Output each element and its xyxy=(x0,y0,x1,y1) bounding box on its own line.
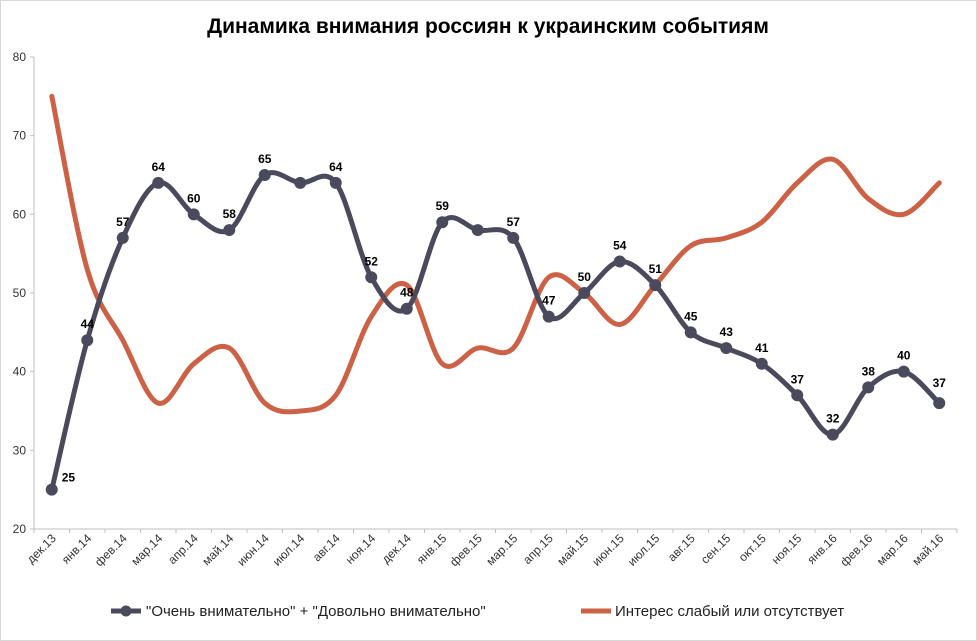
x-tick-label: мар.14 xyxy=(128,531,165,568)
y-tick-label: 60 xyxy=(13,207,27,221)
chart-title: Динамика внимания россиян к украинским с… xyxy=(207,15,769,38)
x-tick-label: мар.15 xyxy=(483,531,520,568)
x-tick-label: мар.16 xyxy=(874,531,911,568)
data-point xyxy=(578,287,591,299)
series-lines xyxy=(49,93,942,493)
legend: "Очень внимательно" + "Довольно внимател… xyxy=(111,603,844,620)
data-point xyxy=(223,224,236,237)
series-line-attention xyxy=(49,170,942,493)
data-point xyxy=(187,208,200,221)
data-label: 58 xyxy=(223,207,237,221)
x-tick-label: фев.15 xyxy=(447,531,485,569)
data-label: 32 xyxy=(826,412,840,426)
data-point xyxy=(826,428,839,441)
data-label: 40 xyxy=(897,349,911,363)
legend-label-attention: "Очень внимательно" + "Довольно внимател… xyxy=(146,603,486,620)
data-point xyxy=(542,310,555,323)
data-label: 54 xyxy=(613,239,627,253)
legend-marker-attention xyxy=(120,605,132,617)
markers xyxy=(45,169,946,496)
data-point xyxy=(436,216,449,229)
x-tick-label: авг.15 xyxy=(665,531,698,564)
data-label: 65 xyxy=(258,152,272,166)
data-label: 41 xyxy=(755,341,769,355)
data-point xyxy=(81,334,94,347)
data-label: 48 xyxy=(400,286,414,300)
data-point xyxy=(684,326,697,339)
x-tick-label: май.16 xyxy=(909,531,946,568)
data-label: 57 xyxy=(507,215,521,229)
x-tick-label: янв.14 xyxy=(59,531,95,567)
data-point xyxy=(471,224,484,237)
data-point xyxy=(720,342,733,355)
data-label: 57 xyxy=(116,215,130,229)
x-tick-label: ноя.15 xyxy=(769,531,805,567)
data-label: 47 xyxy=(542,294,556,308)
x-tick-label: янв.16 xyxy=(804,531,840,567)
x-tick-label: ноя.14 xyxy=(343,531,379,567)
data-label: 64 xyxy=(152,160,166,174)
x-tick-label: дек.13 xyxy=(24,531,59,566)
x-tick-label: сен.15 xyxy=(698,531,734,567)
data-point xyxy=(258,169,271,181)
y-tick-label: 30 xyxy=(13,443,27,457)
series-line-low-interest xyxy=(49,93,942,415)
data-point xyxy=(116,231,129,244)
data-point xyxy=(613,255,626,268)
y-tick-label: 70 xyxy=(13,129,27,143)
data-point xyxy=(507,231,520,244)
x-tick-label: дек.14 xyxy=(379,531,414,566)
data-label: 60 xyxy=(187,191,201,205)
data-point xyxy=(933,397,946,410)
data-point xyxy=(400,302,413,315)
x-tick-label: май.15 xyxy=(554,531,591,568)
data-labels: 25 44 57 64 60 58 65 64 52 48 59 57 47 50 54 51 45 43 41 37… xyxy=(62,152,946,485)
y-tick-label: 40 xyxy=(13,365,27,379)
data-point xyxy=(365,271,378,284)
x-tick-label: авг.14 xyxy=(310,531,343,564)
data-point xyxy=(897,365,910,378)
data-point xyxy=(45,483,58,496)
data-label: 52 xyxy=(365,254,379,268)
x-tick-label: янв.15 xyxy=(414,531,450,567)
data-label: 38 xyxy=(862,364,876,378)
x-tick-label: апр.14 xyxy=(165,531,201,567)
x-tick-label: окт.15 xyxy=(736,531,769,564)
data-point xyxy=(862,381,875,394)
data-label: 50 xyxy=(578,270,592,284)
data-label: 25 xyxy=(62,471,76,485)
data-point xyxy=(329,176,342,189)
data-label: 45 xyxy=(684,309,698,323)
x-tick-label: июн.15 xyxy=(589,531,627,569)
y-tick-label: 50 xyxy=(13,286,27,300)
data-label: 44 xyxy=(81,317,95,331)
data-point xyxy=(294,176,307,189)
x-tick-label: май.14 xyxy=(199,531,236,568)
data-point xyxy=(152,176,165,189)
x-tick-label: фев.16 xyxy=(837,531,875,569)
legend-label-low-interest: Интерес слабый или отсутствует xyxy=(615,603,844,620)
x-tick-label: июн.14 xyxy=(234,531,272,569)
data-label: 43 xyxy=(720,325,734,339)
x-tick-label: фев.14 xyxy=(92,531,130,569)
x-tick-label: июл.15 xyxy=(625,531,663,569)
x-tick-label: июл.14 xyxy=(270,531,308,569)
data-label: 59 xyxy=(436,199,450,213)
data-label: 37 xyxy=(933,376,947,390)
x-tick-label: апр.15 xyxy=(520,531,556,567)
data-label: 37 xyxy=(791,372,805,386)
data-label: 64 xyxy=(329,160,343,174)
y-tick-label: 80 xyxy=(13,50,27,64)
data-point xyxy=(791,389,804,402)
y-tick-label: 20 xyxy=(13,522,27,536)
data-point xyxy=(755,357,768,370)
data-point xyxy=(649,279,662,292)
data-label: 51 xyxy=(649,262,663,276)
